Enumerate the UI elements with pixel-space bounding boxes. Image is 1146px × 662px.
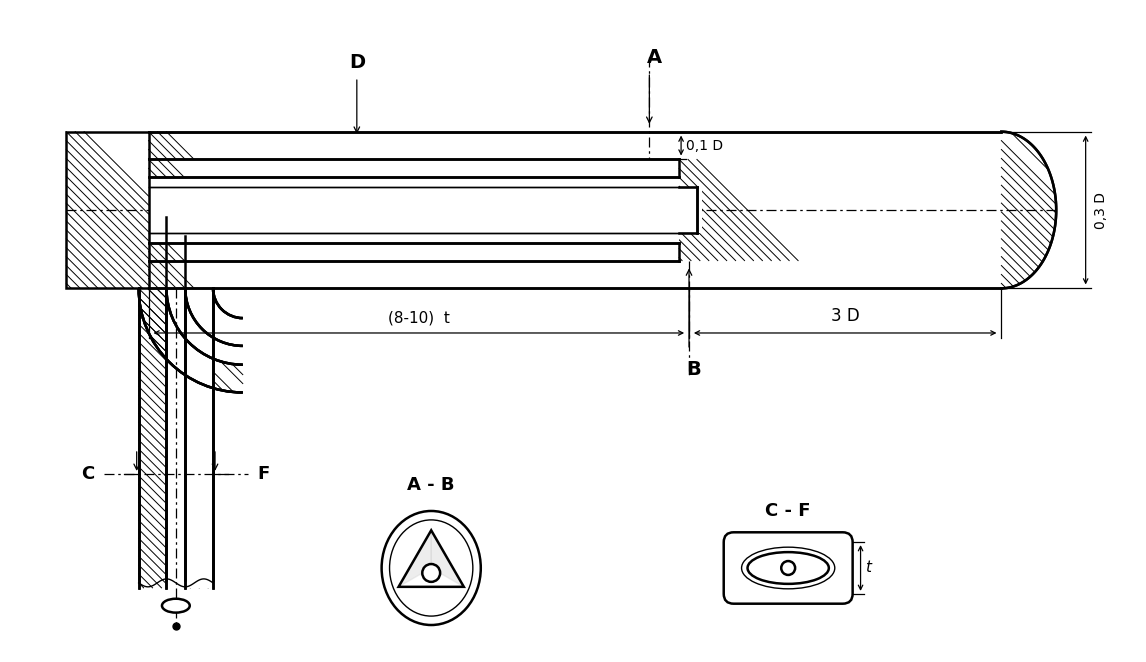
Text: D: D [348,53,364,72]
Bar [149,187,701,233]
Polygon shape [431,530,464,587]
Polygon shape [166,289,243,365]
Text: C: C [81,465,94,483]
Bar [186,289,213,588]
Polygon shape [186,289,243,346]
Polygon shape [213,289,243,318]
Text: F: F [258,465,270,483]
Text: B: B [686,359,701,379]
Bar [149,177,680,243]
Text: 0,3 D: 0,3 D [1093,191,1107,228]
Text: C - F: C - F [766,502,811,520]
Polygon shape [399,530,431,587]
Ellipse shape [382,511,481,625]
Bar [149,187,680,233]
Ellipse shape [162,598,190,612]
Text: 3 D: 3 D [831,307,860,325]
Bar [166,289,186,588]
Ellipse shape [747,552,829,584]
Ellipse shape [390,520,473,616]
Text: 0,1 D: 0,1 D [686,138,723,152]
Bar [66,132,149,289]
Circle shape [422,564,440,582]
Text: (8-10)  t: (8-10) t [387,310,449,325]
Text: t: t [865,561,871,575]
Text: A - B: A - B [408,475,455,494]
FancyBboxPatch shape [724,532,853,604]
Circle shape [782,561,795,575]
Polygon shape [166,289,243,365]
Text: A: A [646,48,662,68]
